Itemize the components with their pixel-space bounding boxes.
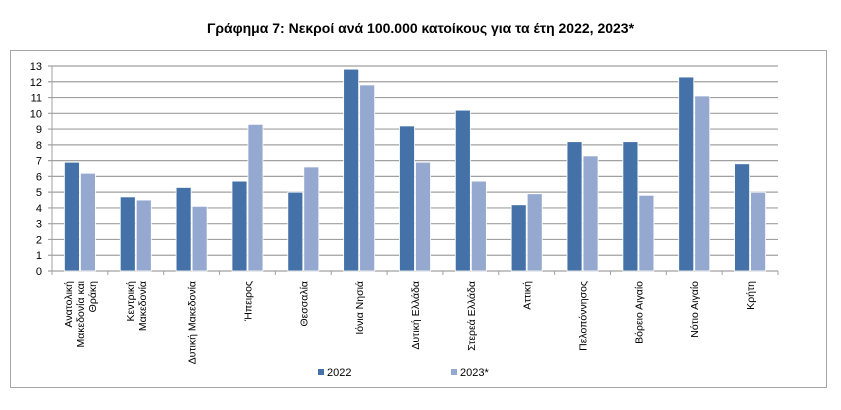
bar-2023-9 <box>582 155 599 272</box>
y-tick-label: 5 <box>36 187 42 199</box>
x-tick-label: Βόρειο Αιγαίο <box>633 281 645 344</box>
x-tick-label: Κεντρική Μακεδονία <box>125 281 149 331</box>
y-tick-label: 11 <box>31 93 42 105</box>
legend-swatch-2022 <box>318 369 324 375</box>
chart-title: Γράφημα 7: Νεκροί ανά 100.000 κατοίκους … <box>206 20 635 36</box>
bar-2022-2 <box>175 187 192 272</box>
bar-2023-8 <box>526 193 543 272</box>
legend-label: 2022 <box>327 367 351 379</box>
y-tick-label: 0 <box>36 266 42 278</box>
x-tick-label-line: Στερεά Ελλάδα <box>466 281 478 351</box>
bar-2023-1 <box>135 199 152 272</box>
x-tick-label-line: Μακεδονία <box>137 281 149 331</box>
x-tick-label-line: Πελοπόννησος <box>578 281 590 351</box>
x-tick-label: Πελοπόννησος <box>578 281 590 351</box>
x-tick-label: Ιόνια Νησιά <box>354 281 366 335</box>
y-tick-label: 10 <box>30 108 42 120</box>
bar-2022-3 <box>231 180 248 272</box>
bar-2022-10 <box>622 141 639 272</box>
bar-2022-12 <box>734 163 750 272</box>
x-tick-label-line: Κρήτη <box>745 281 757 310</box>
x-tick-label: Δυτική Μακεδονία <box>187 281 199 364</box>
x-tick-label-line: Ανατολική <box>63 281 75 328</box>
legend-label: 2023* <box>460 367 489 379</box>
bar-2022-1 <box>119 196 136 272</box>
x-tick-label: Δυτική Ελλάδα <box>410 281 422 350</box>
x-tick-label-line: Θράκη <box>87 281 99 312</box>
bar-2023-10 <box>638 194 655 272</box>
x-tick-label-line: Δυτική Μακεδονία <box>187 281 199 364</box>
y-tick-label: 2 <box>36 234 42 246</box>
bar-2022-9 <box>566 141 583 272</box>
bar-2022-7 <box>454 109 471 272</box>
bar-2023-0 <box>80 172 96 272</box>
bar-2023-12 <box>750 191 766 272</box>
x-tick-label-line: Δυτική Ελλάδα <box>410 281 422 350</box>
bar-2023-2 <box>191 205 208 272</box>
x-tick-label: Ήπειρος <box>242 281 254 322</box>
bar-2022-0 <box>64 161 80 272</box>
x-tick-label-line: Νότιο Αιγαίο <box>689 281 701 338</box>
x-tick-label-line: Ήπειρος <box>242 281 254 322</box>
x-tick-label: Ανατολική Μακεδονία και Θράκη <box>63 280 99 347</box>
x-tick-label: Στερεά Ελλάδα <box>466 281 478 351</box>
bar-2022-8 <box>510 204 527 272</box>
x-tick-label-line: Ιόνια Νησιά <box>354 281 366 335</box>
bar-2022-5 <box>343 68 360 272</box>
y-tick-label: 7 <box>36 156 42 168</box>
x-tick-label-line: Μακεδονία και <box>75 280 87 347</box>
x-tick-label: Αττική <box>522 281 534 310</box>
bar-2023-5 <box>359 84 376 272</box>
bar-2023-3 <box>247 123 264 272</box>
y-tick-label: 1 <box>36 250 42 262</box>
bar-2022-4 <box>287 191 304 272</box>
y-tick-label: 12 <box>30 77 42 89</box>
x-tick-label-line: Θεσσαλία <box>298 281 310 327</box>
x-tick-label: Θεσσαλία <box>298 281 310 327</box>
bar-2023-4 <box>303 166 320 272</box>
y-tick-label: 4 <box>36 203 42 215</box>
y-tick-label: 9 <box>36 124 42 136</box>
x-tick-label: Νότιο Αιγαίο <box>689 281 701 338</box>
y-tick-label: 6 <box>36 171 42 183</box>
bar-2023-7 <box>470 180 487 272</box>
legend-swatch-2023 <box>451 369 457 375</box>
chart-frame <box>10 50 827 388</box>
x-tick-label-line: Βόρειο Αιγαίο <box>633 281 645 344</box>
bar-2023-6 <box>415 161 431 272</box>
x-tick-label: Κρήτη <box>745 281 757 310</box>
y-tick-label: 13 <box>30 61 42 73</box>
x-tick-label-line: Κεντρική <box>125 281 137 322</box>
bar-2023-11 <box>694 95 711 272</box>
x-tick-label-line: Αττική <box>522 281 534 310</box>
y-tick-label: 8 <box>36 140 42 152</box>
y-tick-label: 3 <box>36 219 42 231</box>
bar-2022-6 <box>399 125 415 272</box>
bar-2022-11 <box>678 76 695 272</box>
